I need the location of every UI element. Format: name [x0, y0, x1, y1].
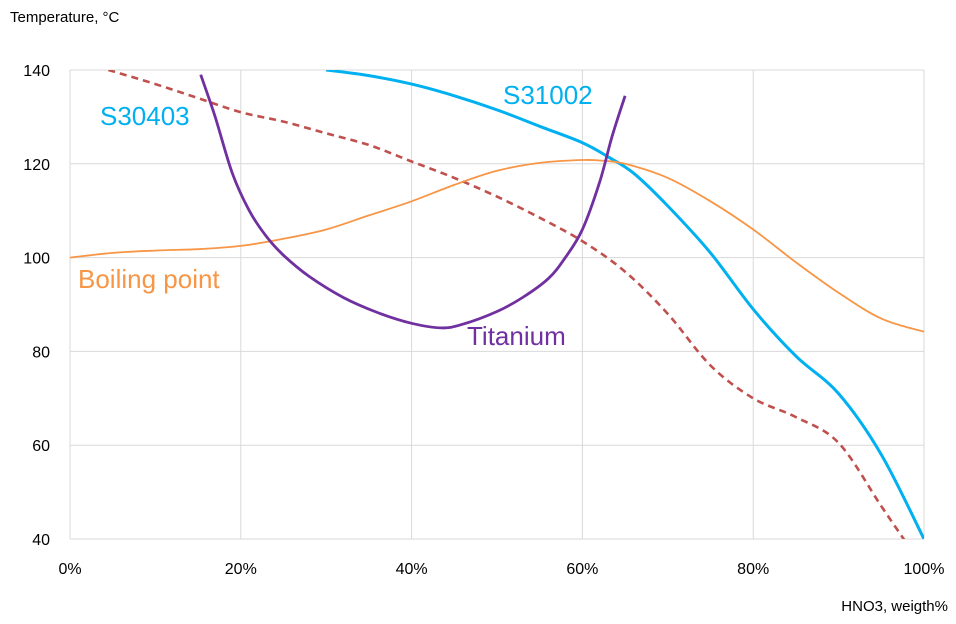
y-tick-label: 40	[32, 532, 50, 549]
series-lines	[70, 70, 924, 539]
x-tick-label: 100%	[904, 561, 945, 578]
series-line-boiling-point	[70, 158, 924, 333]
grid	[69, 69, 925, 540]
y-tick-label: 100	[23, 251, 50, 268]
x-tick-label: 0%	[58, 561, 81, 578]
y-tick-label: 140	[23, 63, 50, 80]
x-tick-label: 40%	[396, 561, 428, 578]
y-tick-label: 80	[32, 344, 50, 361]
y-axis-title: Temperature, °C	[10, 9, 120, 26]
annotation-boiling-point: Boiling point	[78, 264, 220, 294]
y-tick-label: 120	[23, 157, 50, 174]
series-line-s30403	[108, 70, 906, 539]
annotation-s30403: S30403	[100, 101, 190, 131]
series-line-titanium	[199, 74, 627, 330]
series-line-s31002	[326, 70, 924, 539]
annotation-titanium: Titanium	[467, 321, 566, 351]
x-tick-label: 80%	[737, 561, 769, 578]
annotation-s31002: S31002	[503, 80, 593, 110]
y-tick-label: 60	[32, 438, 50, 455]
x-tick-label: 60%	[566, 561, 598, 578]
tick-labels: 40 60 80 100 120 140 0% 20% 40% 60% 80% 100%	[23, 63, 944, 578]
x-axis-title: HNO3, weigth%	[841, 598, 948, 615]
x-tick-label: 20%	[225, 561, 257, 578]
series-annotations: S30403 S31002 Boiling point Titanium	[78, 80, 593, 351]
